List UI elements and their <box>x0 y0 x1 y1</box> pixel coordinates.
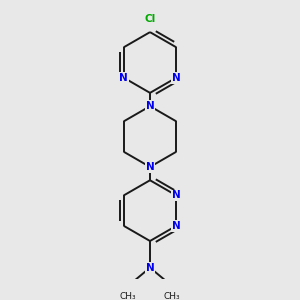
Text: N: N <box>172 221 181 231</box>
Text: N: N <box>146 101 154 111</box>
Text: N: N <box>146 263 154 273</box>
Text: Cl: Cl <box>144 14 156 24</box>
Text: N: N <box>172 190 181 200</box>
Text: CH₃: CH₃ <box>119 292 136 300</box>
Text: N: N <box>172 73 181 83</box>
Text: N: N <box>119 73 128 83</box>
Text: CH₃: CH₃ <box>164 292 181 300</box>
Text: N: N <box>146 162 154 172</box>
